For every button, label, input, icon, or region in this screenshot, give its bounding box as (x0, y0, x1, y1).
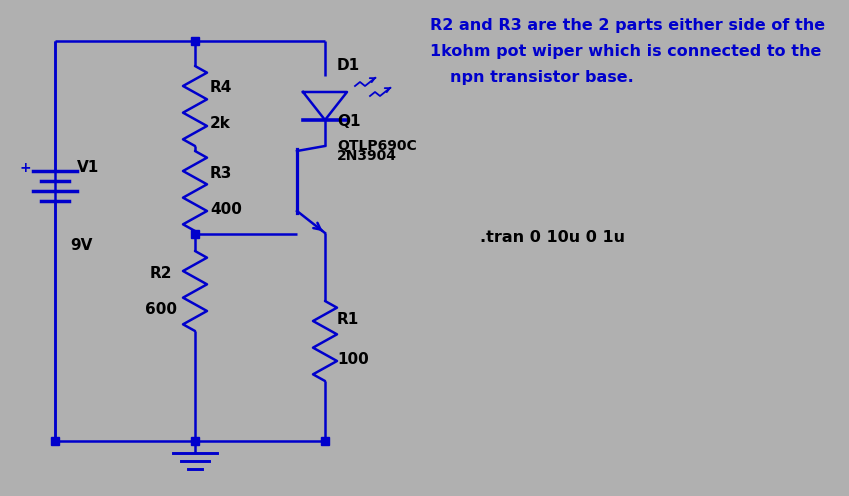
Text: 400: 400 (210, 201, 242, 216)
Text: .tran 0 10u 0 1u: .tran 0 10u 0 1u (480, 231, 625, 246)
Text: R3: R3 (210, 166, 233, 181)
Text: R4: R4 (210, 80, 233, 96)
Text: 9V: 9V (70, 239, 93, 253)
Text: +: + (20, 161, 31, 175)
Text: npn transistor base.: npn transistor base. (450, 70, 633, 85)
Text: R1: R1 (337, 311, 359, 326)
Text: 2N3904: 2N3904 (337, 149, 397, 163)
Text: R2 and R3 are the 2 parts either side of the: R2 and R3 are the 2 parts either side of… (430, 18, 825, 33)
Text: R2: R2 (150, 265, 172, 281)
Text: 2k: 2k (210, 117, 231, 131)
Text: 1kohm pot wiper which is connected to the: 1kohm pot wiper which is connected to th… (430, 44, 821, 59)
Text: V1: V1 (77, 161, 99, 176)
Text: Q1: Q1 (337, 114, 361, 128)
Text: 100: 100 (337, 352, 368, 367)
Text: 600: 600 (145, 302, 177, 316)
Text: D1: D1 (337, 59, 360, 73)
Text: QTLP690C: QTLP690C (337, 139, 417, 153)
